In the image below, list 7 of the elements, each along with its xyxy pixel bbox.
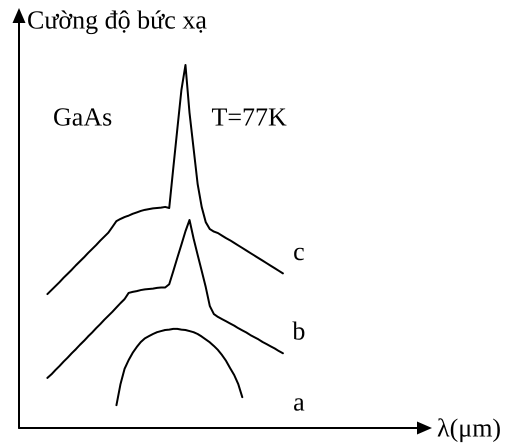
- annotation: GaAs: [53, 102, 112, 132]
- series-label: b: [292, 316, 306, 346]
- series-label: a: [293, 388, 306, 417]
- series-label: c: [293, 236, 305, 266]
- y-axis-title: Cường độ bức xạ: [27, 6, 208, 34]
- annotation: T=77K: [211, 102, 288, 132]
- x-axis-title: λ(μm): [437, 414, 502, 442]
